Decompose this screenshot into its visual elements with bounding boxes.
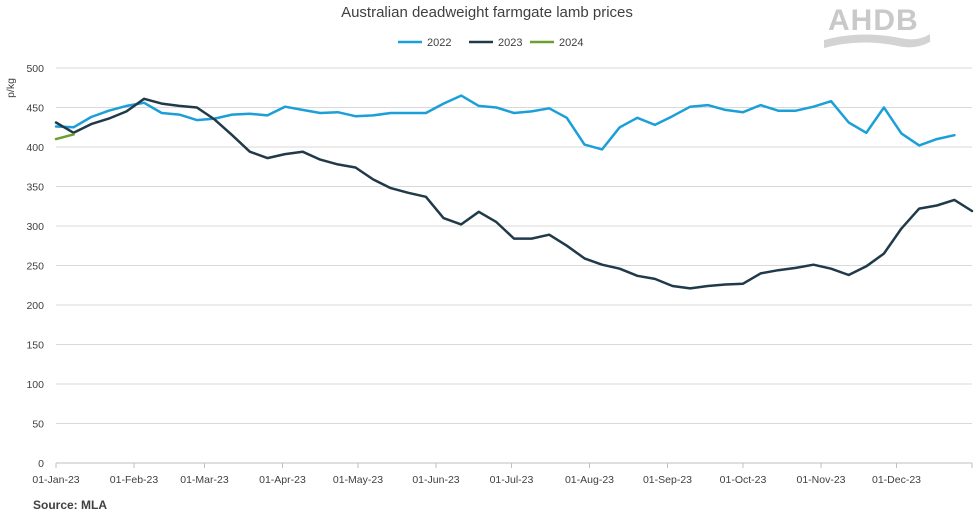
x-tick-label: 01-May-23 (333, 474, 383, 486)
x-tick-label: 01-Jan-23 (32, 474, 79, 486)
y-tick-label: 0 (38, 458, 44, 470)
x-tick-label: 01-Dec-23 (872, 474, 921, 486)
y-axis-ticks: 0 50 100 150 200 250 300 350 400 450 500 (26, 63, 44, 470)
y-tick-label: 250 (26, 261, 44, 273)
series-lines (54, 94, 974, 290)
x-tick-label: 01-Nov-23 (796, 474, 845, 486)
gridlines (56, 67, 972, 464)
legend: 2022 2023 2024 (398, 37, 583, 49)
y-tick-label: 350 (26, 182, 44, 194)
x-tick-label: 01-Aug-23 (565, 474, 614, 486)
x-tick-label: 01-Jun-23 (412, 474, 459, 486)
series-line-2023 (54, 97, 974, 290)
y-tick-label: 150 (26, 340, 44, 352)
y-tick-label: 500 (26, 63, 44, 75)
x-tick-label: 01-Apr-23 (259, 474, 306, 486)
series-line-2024 (54, 133, 75, 141)
x-axis-ticks: 01-Jan-23 01-Feb-23 01-Mar-23 01-Apr-23 01-M… (32, 463, 973, 486)
y-tick-label: 450 (26, 103, 44, 115)
x-tick-label: 01-Mar-23 (180, 474, 229, 486)
series-line-2022 (54, 94, 956, 151)
y-tick-label: 100 (26, 379, 44, 391)
chart-title: Australian deadweight farmgate lamb pric… (341, 4, 633, 21)
x-tick-label: 01-Oct-23 (720, 474, 767, 486)
y-axis-label: p/kg (5, 78, 17, 98)
y-tick-label: 300 (26, 221, 44, 233)
x-tick-label: 01-Jul-23 (490, 474, 534, 486)
legend-label-2023: 2023 (498, 37, 522, 49)
source-note: Source: MLA (33, 498, 108, 512)
y-tick-label: 50 (32, 419, 44, 431)
legend-label-2022: 2022 (427, 37, 451, 49)
ahdb-logo: AHDB (824, 4, 930, 48)
ahdb-logo-text: AHDB (828, 4, 919, 37)
legend-label-2024: 2024 (559, 37, 583, 49)
x-tick-label: 01-Sep-23 (643, 474, 692, 486)
y-tick-label: 200 (26, 300, 44, 312)
y-tick-label: 400 (26, 142, 44, 154)
x-tick-label: 01-Feb-23 (110, 474, 159, 486)
